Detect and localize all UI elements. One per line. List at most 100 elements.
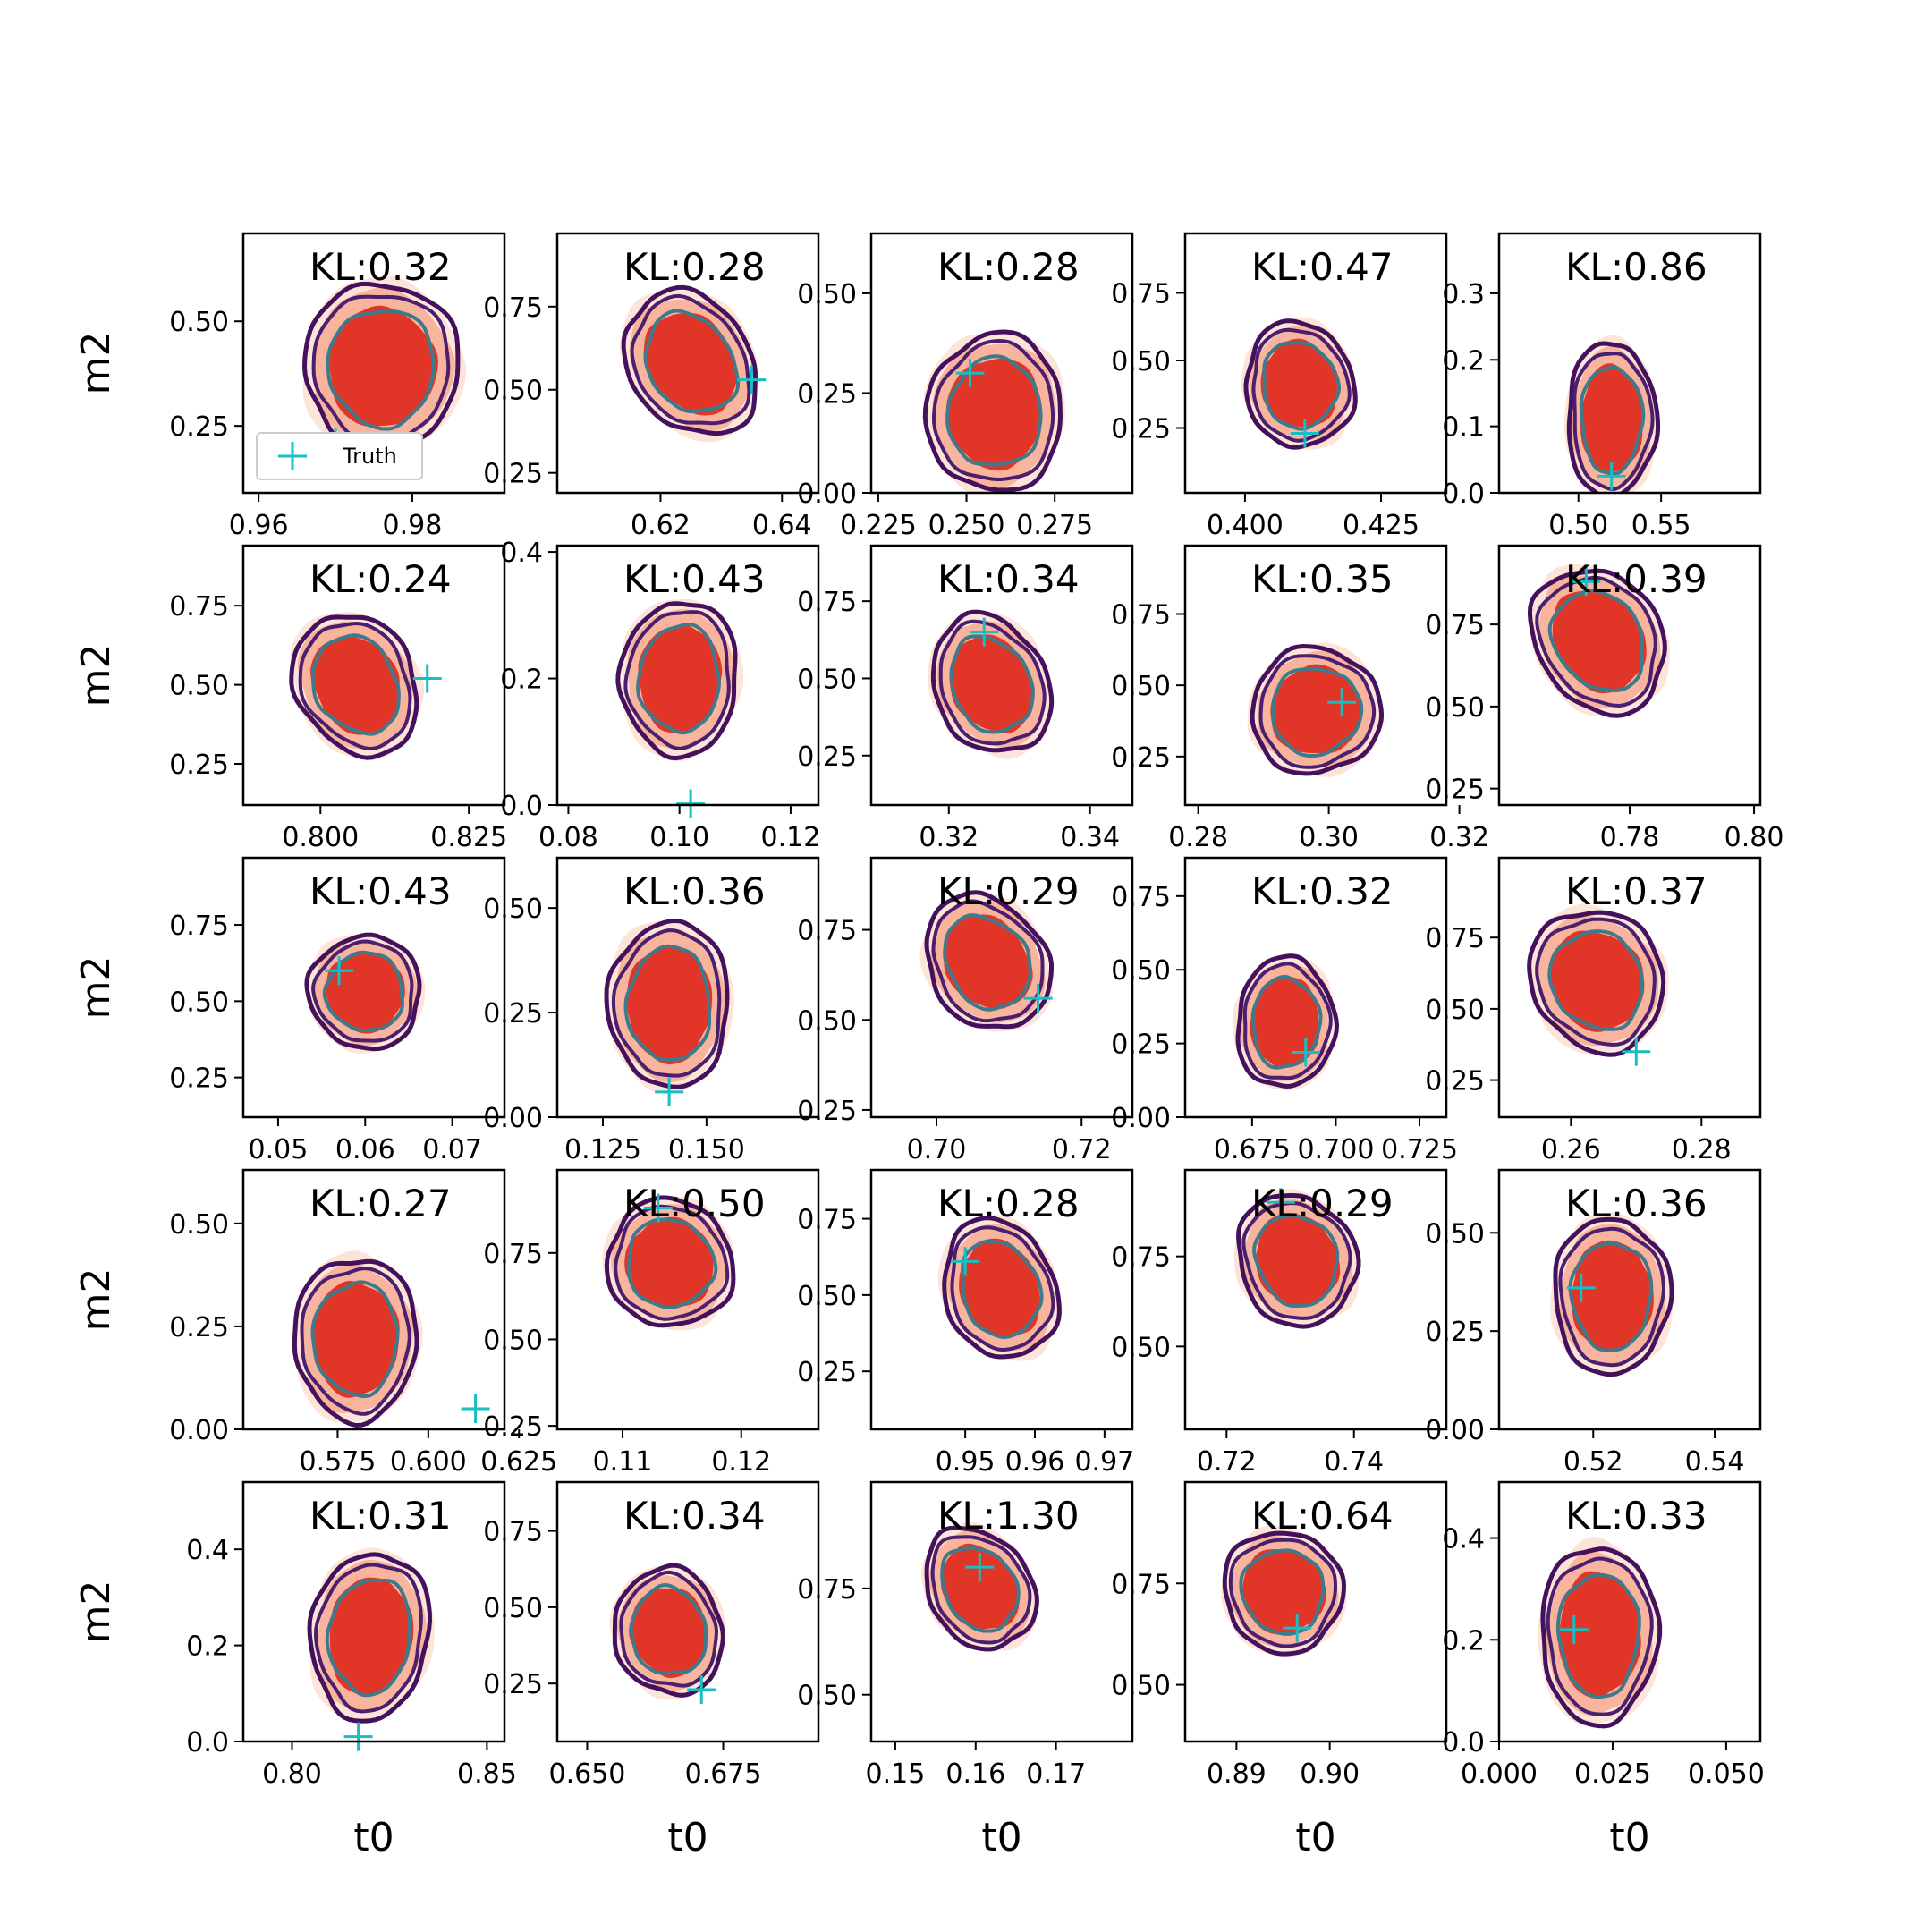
x-tick-label: 0.16	[945, 1758, 1005, 1790]
contour-mid	[298, 622, 412, 751]
density-fill-inner	[1260, 338, 1337, 428]
contour-mid	[1258, 654, 1377, 769]
contour-mid	[1535, 575, 1657, 708]
y-tick-label: 0.00	[169, 1415, 229, 1446]
y-tick-label: 0.00	[483, 1103, 543, 1134]
y-tick-label: 0.25	[483, 998, 543, 1030]
y-tick-label: 0.50	[169, 1209, 229, 1241]
contour-mid	[314, 1563, 423, 1714]
y-tick-label: 0.25	[1111, 414, 1171, 445]
y-tick-label: 0.50	[1111, 346, 1171, 377]
density-area	[1221, 1525, 1347, 1657]
panel-22: 0.650 0.675 0.25 0.50 0.75 KL:0.34 t0	[483, 1480, 820, 1860]
y-tick-label: 0.0	[186, 1727, 229, 1758]
kl-label: KL:0.43	[309, 869, 452, 913]
density-fill-inner	[959, 1238, 1040, 1336]
x-tick-label: 0.28	[1168, 822, 1228, 853]
y-tick-label: 0.50	[797, 1281, 857, 1312]
y-tick-label: 0.4	[186, 1535, 229, 1566]
panel-frame	[555, 1168, 820, 1431]
kl-label: KL:0.50	[623, 1182, 766, 1225]
x-tick-label: 0.34	[1060, 822, 1120, 853]
y-tick-label: 0.75	[1425, 923, 1485, 954]
kl-label: KL:0.35	[1251, 557, 1394, 601]
x-tick-label: 0.11	[593, 1446, 653, 1478]
contour-outer	[1540, 1546, 1663, 1729]
panel-frame	[869, 232, 1134, 495]
contour-inner	[1547, 929, 1644, 1031]
panel-12: 0.125 0.150 0.00 0.25 0.50 KL:0.36	[483, 856, 820, 1165]
kl-label: KL:0.28	[623, 245, 766, 289]
contour-mid	[932, 339, 1055, 481]
y-axis-label: m2	[73, 1580, 119, 1644]
x-tick-label: 0.150	[668, 1134, 745, 1165]
y-tick-label: 0.75	[483, 292, 543, 324]
y-tick-label: 0.75	[1111, 599, 1171, 631]
density-area	[919, 890, 1054, 1032]
y-tick-label: 0.75	[797, 916, 857, 947]
y-tick-label: 0.25	[1111, 1030, 1171, 1061]
contour-inner	[643, 309, 741, 414]
x-tick-label: 0.700	[1298, 1134, 1375, 1165]
x-tick-label: 0.90	[1300, 1758, 1360, 1790]
x-tick-label: 0.72	[1052, 1134, 1112, 1165]
y-tick-label: 0.0	[1442, 479, 1485, 510]
x-tick-label: 0.575	[299, 1446, 376, 1478]
y-tick-label: 0.50	[483, 894, 543, 925]
panel-frame	[1497, 232, 1762, 495]
contour-outer	[1250, 644, 1385, 776]
contour-outer	[292, 1258, 419, 1428]
kl-label: KL:0.28	[937, 1182, 1080, 1225]
x-tick-label: 0.17	[1026, 1758, 1086, 1790]
kl-label: KL:0.36	[623, 869, 766, 913]
y-tick-label: 0.75	[483, 1517, 543, 1548]
panel-frame	[1183, 544, 1448, 807]
y-tick-label: 0.2	[500, 665, 543, 696]
panel-18: 0.95 0.96 0.97 0.25 0.50 0.75 KL:0.28	[797, 1168, 1134, 1478]
x-tick-label: 0.12	[761, 822, 821, 853]
x-tick-label: 0.52	[1563, 1446, 1623, 1478]
x-axis-label: t0	[981, 1815, 1021, 1860]
y-tick-label: 0.50	[1111, 671, 1171, 702]
density-fill-inner	[643, 313, 737, 416]
contour-inner	[949, 634, 1035, 734]
contour-inner	[326, 309, 436, 431]
kl-label: KL:0.47	[1251, 245, 1394, 289]
y-tick-label: 0.50	[169, 987, 229, 1018]
contour-outer	[1222, 1530, 1346, 1657]
x-tick-label: 0.250	[928, 510, 1005, 541]
x-tick-label: 0.72	[1197, 1446, 1257, 1478]
panel-20: 0.52 0.54 0.00 0.25 0.50 KL:0.36	[1425, 1168, 1762, 1478]
contour-inner	[1239, 1548, 1326, 1636]
density-fill-inner	[1270, 664, 1361, 754]
panel-frame	[555, 232, 820, 495]
legend-label: Truth	[342, 444, 397, 469]
contour-inner	[1250, 974, 1323, 1070]
y-tick-label: 0.2	[186, 1631, 229, 1663]
panel-21: 0.80 0.85 0.0 0.2 0.4 KL:0.31 m2 t0	[73, 1480, 517, 1860]
x-tick-label: 0.675	[1214, 1134, 1291, 1165]
panel-6: 0.800 0.825 0.25 0.50 0.75 KL:0.24 m2	[73, 544, 507, 853]
x-tick-label: 0.050	[1688, 1758, 1765, 1790]
y-tick-label: 0.25	[169, 1312, 229, 1343]
density-fill-inner	[1558, 1571, 1641, 1699]
y-tick-label: 0.50	[1111, 955, 1171, 987]
contour-inner	[1555, 1572, 1641, 1699]
panel-frame	[869, 1168, 1134, 1431]
panel-8: 0.32 0.34 0.25 0.50 0.75 KL:0.34	[797, 544, 1134, 853]
contour-mid	[300, 1267, 411, 1416]
x-tick-label: 0.98	[383, 510, 443, 541]
y-tick-label: 0.25	[797, 741, 857, 773]
panel-frame	[242, 1480, 506, 1743]
contour-inner	[636, 623, 721, 735]
y-tick-label: 0.25	[797, 1357, 857, 1388]
contour-outer	[1236, 1193, 1361, 1329]
contour-inner	[626, 1217, 718, 1309]
x-tick-label: 0.97	[1074, 1446, 1134, 1478]
density-area	[602, 1195, 736, 1331]
density-fill-inner	[1256, 1213, 1341, 1307]
kl-label: KL:0.43	[623, 557, 766, 601]
density-fill-inner	[1242, 1549, 1326, 1635]
x-tick-label: 0.80	[262, 1758, 322, 1790]
